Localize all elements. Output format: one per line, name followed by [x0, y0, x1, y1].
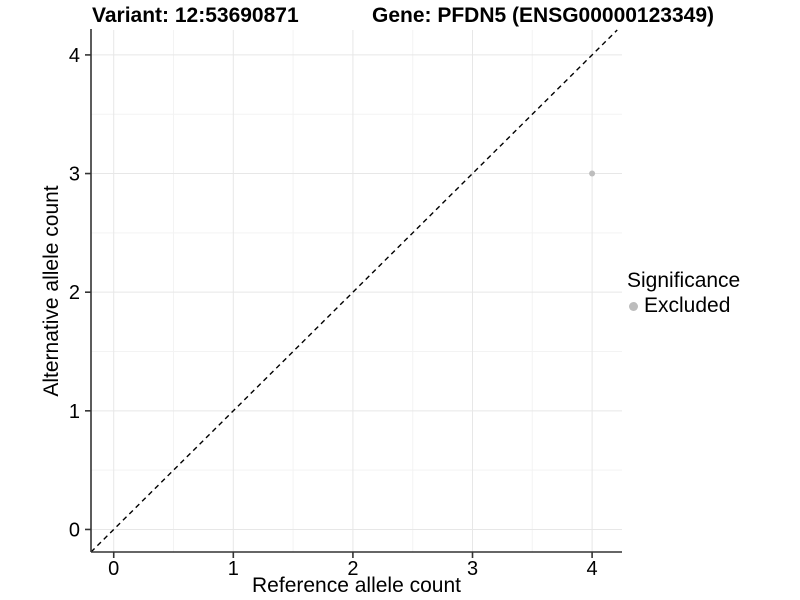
y-tick-label: 1 [69, 401, 80, 423]
x-tick-label: 0 [108, 558, 119, 580]
plot-title-variant: Variant: 12:53690871 [92, 4, 299, 27]
legend-marker-excluded [629, 301, 638, 311]
x-axis-label: Reference allele count [252, 574, 461, 597]
y-tick-label: 2 [69, 282, 80, 304]
x-tick-label: 2 [347, 558, 358, 580]
legend-item-excluded: Excluded [627, 294, 740, 318]
legend-title: Significance [627, 269, 741, 292]
x-tick-label: 4 [587, 558, 598, 580]
data-point [589, 170, 596, 177]
plot-title-gene: Gene: PFDN5 (ENSG00000123349) [372, 4, 714, 27]
y-axis-label: Alternative allele count [40, 185, 63, 397]
y-tick-label: 0 [69, 519, 80, 541]
y-tick-label: 3 [69, 164, 80, 186]
legend-item-label: Excluded [644, 294, 731, 317]
x-tick-label: 1 [228, 558, 239, 580]
legend: Significance Excluded [627, 269, 740, 318]
y-tick-label: 4 [69, 45, 80, 67]
identity-line [90, 29, 618, 553]
x-tick-label: 3 [467, 558, 478, 580]
